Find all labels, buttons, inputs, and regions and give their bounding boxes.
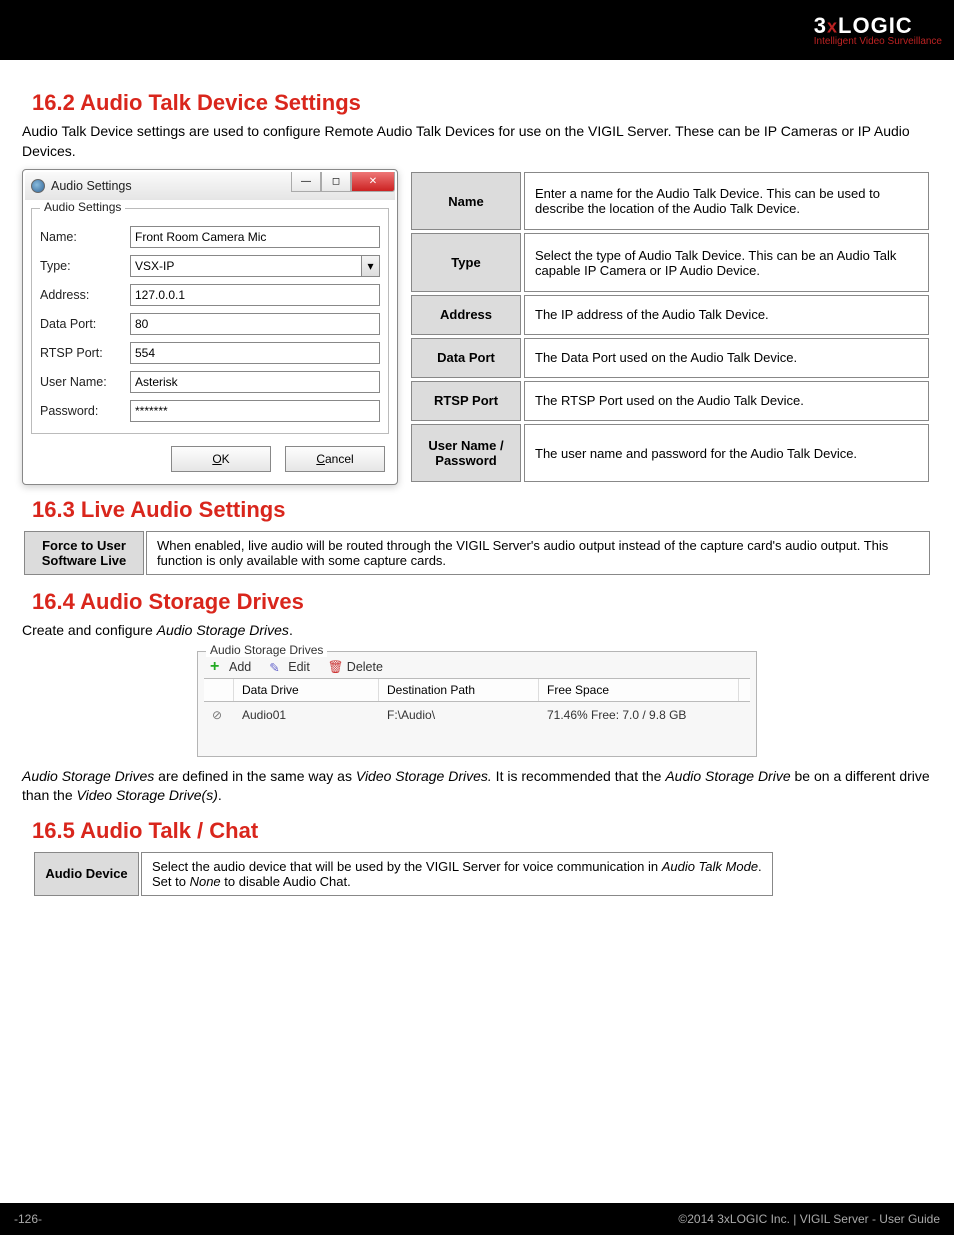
def-address-val: The IP address of the Audio Talk Device. (524, 295, 929, 335)
close-button[interactable]: ✕ (351, 172, 395, 192)
address-input[interactable] (130, 284, 380, 306)
heading-16-2: 16.2 Audio Talk Device Settings (32, 90, 932, 116)
def-userpass-val: The user name and password for the Audio… (524, 424, 929, 482)
cancel-button[interactable]: Cancel (285, 446, 385, 472)
password-input[interactable] (130, 400, 380, 422)
name-label: Name: (40, 230, 130, 244)
def-audio-device-key: Audio Device (34, 852, 139, 896)
page-footer: -126- ©2014 3xLOGIC Inc. | VIGIL Server … (0, 1203, 954, 1235)
def-userpass-key: User Name / Password (411, 424, 521, 482)
edit-button[interactable]: ✎ Edit (269, 660, 310, 674)
col-data-drive: Data Drive (234, 679, 379, 701)
logo-block: 3xLOGIC Intelligent Video Surveillance (814, 13, 942, 47)
outro-16-4: Audio Storage Drives are defined in the … (22, 767, 932, 806)
storage-grid-header: Data Drive Destination Path Free Space (204, 678, 750, 702)
password-label: Password: (40, 404, 130, 418)
add-button[interactable]: + Add (210, 660, 251, 674)
dialog-titlebar: Audio Settings — ◻ ✕ (25, 172, 395, 200)
drive-icon: ⊘ (204, 706, 234, 724)
col-dest-path: Destination Path (379, 679, 539, 701)
intro-16-4: Create and configure Audio Storage Drive… (22, 621, 932, 641)
def-name-key: Name (411, 172, 521, 230)
storage-legend: Audio Storage Drives (206, 643, 327, 657)
def-audio-device-val: Select the audio device that will be use… (141, 852, 773, 896)
page-number: -126- (14, 1212, 42, 1226)
def-name-val: Enter a name for the Audio Talk Device. … (524, 172, 929, 230)
logo-tagline: Intelligent Video Surveillance (814, 36, 942, 47)
name-input[interactable] (130, 226, 380, 248)
data-port-input[interactable] (130, 313, 380, 335)
col-free-space: Free Space (539, 679, 739, 701)
definitions-16-2: Name Enter a name for the Audio Talk Dev… (408, 169, 932, 485)
storage-toolbar: + Add ✎ Edit 🗑 Delete (204, 656, 750, 678)
row-dest-path: F:\Audio\ (379, 706, 539, 724)
fieldset-legend: Audio Settings (40, 200, 125, 214)
ok-button[interactable]: OK (171, 446, 271, 472)
def-dataport-key: Data Port (411, 338, 521, 378)
minimize-button[interactable]: — (291, 172, 321, 192)
def-type-val: Select the type of Audio Talk Device. Th… (524, 233, 929, 291)
heading-16-3: 16.3 Live Audio Settings (32, 497, 932, 523)
chevron-down-icon[interactable]: ▾ (361, 256, 379, 276)
rtsp-port-label: RTSP Port: (40, 346, 130, 360)
delete-button[interactable]: 🗑 Delete (328, 660, 383, 674)
intro-16-2: Audio Talk Device settings are used to c… (22, 122, 932, 161)
row-data-drive: Audio01 (234, 706, 379, 724)
storage-drives-panel: Audio Storage Drives + Add ✎ Edit 🗑 Dele… (197, 651, 757, 757)
username-label: User Name: (40, 375, 130, 389)
definitions-16-3: Force to User Software Live When enabled… (22, 529, 932, 577)
audio-settings-dialog: Audio Settings — ◻ ✕ Audio Settings Name… (22, 169, 398, 485)
page-header: 3xLOGIC Intelligent Video Surveillance (0, 0, 954, 60)
trash-icon: 🗑 (328, 660, 342, 674)
def-rtspport-val: The RTSP Port used on the Audio Talk Dev… (524, 381, 929, 421)
row-free-space: 71.46% Free: 7.0 / 9.8 GB (539, 706, 739, 724)
dialog-title: Audio Settings (51, 179, 132, 193)
dialog-buttons: OK Cancel (25, 440, 395, 482)
def-address-key: Address (411, 295, 521, 335)
audio-settings-fieldset: Audio Settings Name: Type: VSX-IP ▾ Addr… (31, 208, 389, 434)
def-force-val: When enabled, live audio will be routed … (146, 531, 930, 575)
type-select[interactable]: VSX-IP ▾ (130, 255, 380, 277)
def-force-key: Force to User Software Live (24, 531, 144, 575)
page-body: 16.2 Audio Talk Device Settings Audio Ta… (0, 60, 954, 898)
def-dataport-val: The Data Port used on the Audio Talk Dev… (524, 338, 929, 378)
window-buttons: — ◻ ✕ (291, 172, 395, 194)
dialog-icon (31, 179, 45, 193)
heading-16-4: 16.4 Audio Storage Drives (32, 589, 932, 615)
row-16-2: Audio Settings — ◻ ✕ Audio Settings Name… (22, 169, 932, 485)
def-rtspport-key: RTSP Port (411, 381, 521, 421)
edit-icon: ✎ (269, 660, 283, 674)
address-label: Address: (40, 288, 130, 302)
type-value: VSX-IP (135, 259, 174, 273)
def-type-key: Type (411, 233, 521, 291)
data-port-label: Data Port: (40, 317, 130, 331)
type-label: Type: (40, 259, 130, 273)
plus-icon: + (210, 660, 224, 674)
footer-right: ©2014 3xLOGIC Inc. | VIGIL Server - User… (678, 1212, 940, 1226)
heading-16-5: 16.5 Audio Talk / Chat (32, 818, 932, 844)
rtsp-port-input[interactable] (130, 342, 380, 364)
definitions-16-5: Audio Device Select the audio device tha… (32, 850, 775, 898)
storage-row[interactable]: ⊘ Audio01 F:\Audio\ 71.46% Free: 7.0 / 9… (204, 702, 750, 728)
maximize-button[interactable]: ◻ (321, 172, 351, 192)
username-input[interactable] (130, 371, 380, 393)
